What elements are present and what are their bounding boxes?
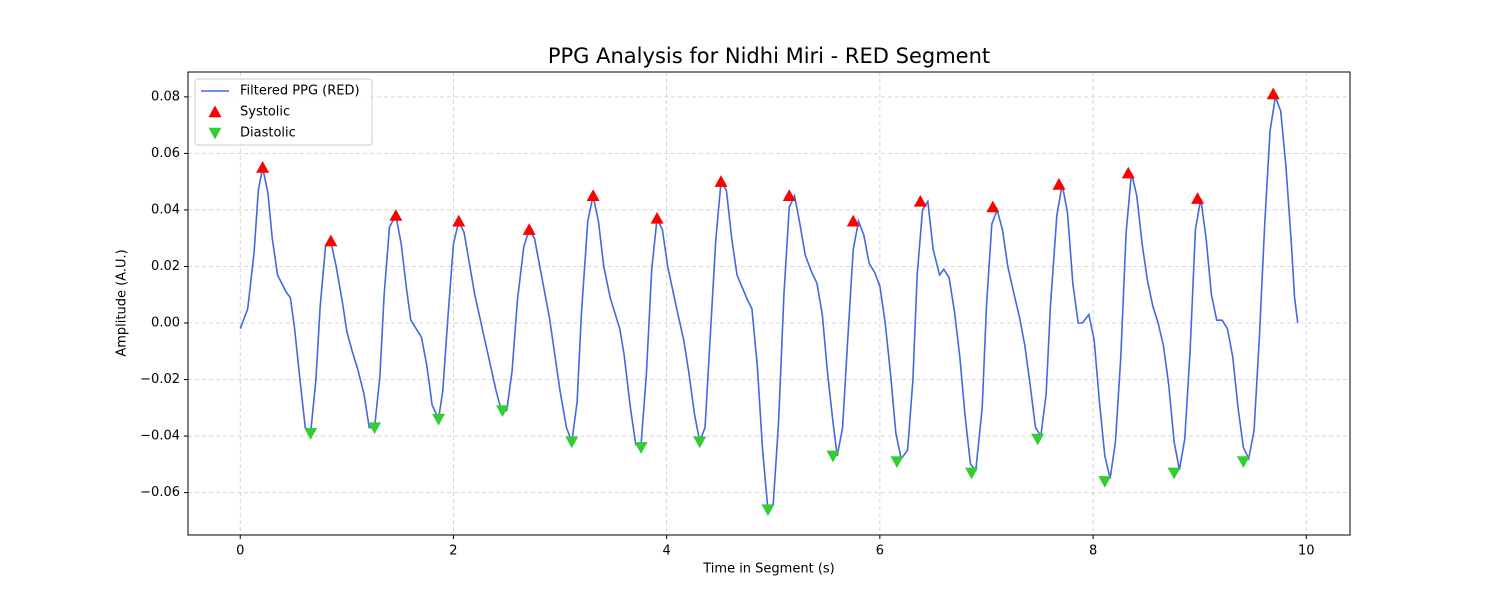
systolic-marker	[389, 209, 403, 221]
y-tick-label: −0.04	[140, 429, 180, 444]
systolic-marker	[986, 200, 1000, 213]
legend-label: Systolic	[240, 105, 290, 120]
diastolic-marker	[495, 405, 509, 418]
plot-frame	[187, 71, 1351, 536]
x-tick-label: 8	[1089, 544, 1097, 559]
legend: Filtered PPG (RED) Systolic Diastolic	[194, 78, 373, 146]
x-tick-label: 0	[236, 544, 244, 559]
y-tick-label: 0.02	[151, 259, 180, 274]
systolic-marker	[1121, 166, 1135, 179]
diastolic-marker	[826, 450, 840, 463]
y-tick-label: 0.00	[151, 316, 180, 331]
systolic-marker	[256, 161, 270, 173]
x-tick-label: 6	[876, 544, 884, 559]
diastolic-marker	[965, 467, 979, 480]
y-tick-label: 0.06	[151, 146, 180, 161]
y-tick-label: 0.08	[151, 89, 180, 104]
x-tick-label: 2	[449, 544, 457, 559]
systolic-marker	[846, 214, 860, 227]
y-tick-label: −0.06	[140, 485, 180, 500]
diastolic-marker	[1031, 433, 1045, 446]
x-tick-label: 4	[663, 544, 671, 559]
diastolic-marker	[890, 456, 904, 469]
legend-marker	[208, 105, 222, 118]
diastolic-marker	[1098, 476, 1112, 488]
diastolic-marker	[368, 422, 382, 435]
diastolic-marker	[693, 436, 707, 449]
diastolic-marker	[634, 442, 648, 454]
x-tick-label: 10	[1298, 544, 1315, 559]
x-axis-label: Time in Segment (s)	[702, 562, 834, 577]
diastolic-marker	[304, 428, 318, 440]
systolic-marker	[1052, 177, 1066, 190]
y-tick-label: −0.02	[140, 372, 180, 387]
systolic-marker	[714, 175, 728, 187]
systolic-marker	[452, 214, 466, 227]
legend-box	[194, 78, 373, 146]
diastolic-marker	[761, 504, 775, 517]
systolic-marker	[324, 234, 338, 247]
systolic-marker	[522, 223, 536, 235]
systolic-marker	[1266, 87, 1280, 100]
chart-title: PPG Analysis for Nidhi Miri - RED Segmen…	[548, 44, 990, 68]
diastolic-marker	[432, 413, 446, 426]
diastolic-marker	[1236, 456, 1250, 469]
systolic-marker	[913, 194, 927, 207]
y-axis-label: Amplitude (A.U.)	[115, 249, 130, 356]
diastolic-marker	[565, 436, 579, 449]
diastolic-marker	[1167, 467, 1181, 480]
legend-marker	[208, 127, 222, 140]
systolic-marker	[782, 189, 796, 202]
systolic-marker	[650, 211, 664, 224]
systolic-marker	[1191, 192, 1205, 204]
legend-label: Diastolic	[240, 126, 296, 141]
legend-label: Filtered PPG (RED)	[240, 84, 360, 99]
y-tick-label: 0.04	[151, 202, 180, 217]
systolic-marker	[586, 189, 600, 202]
